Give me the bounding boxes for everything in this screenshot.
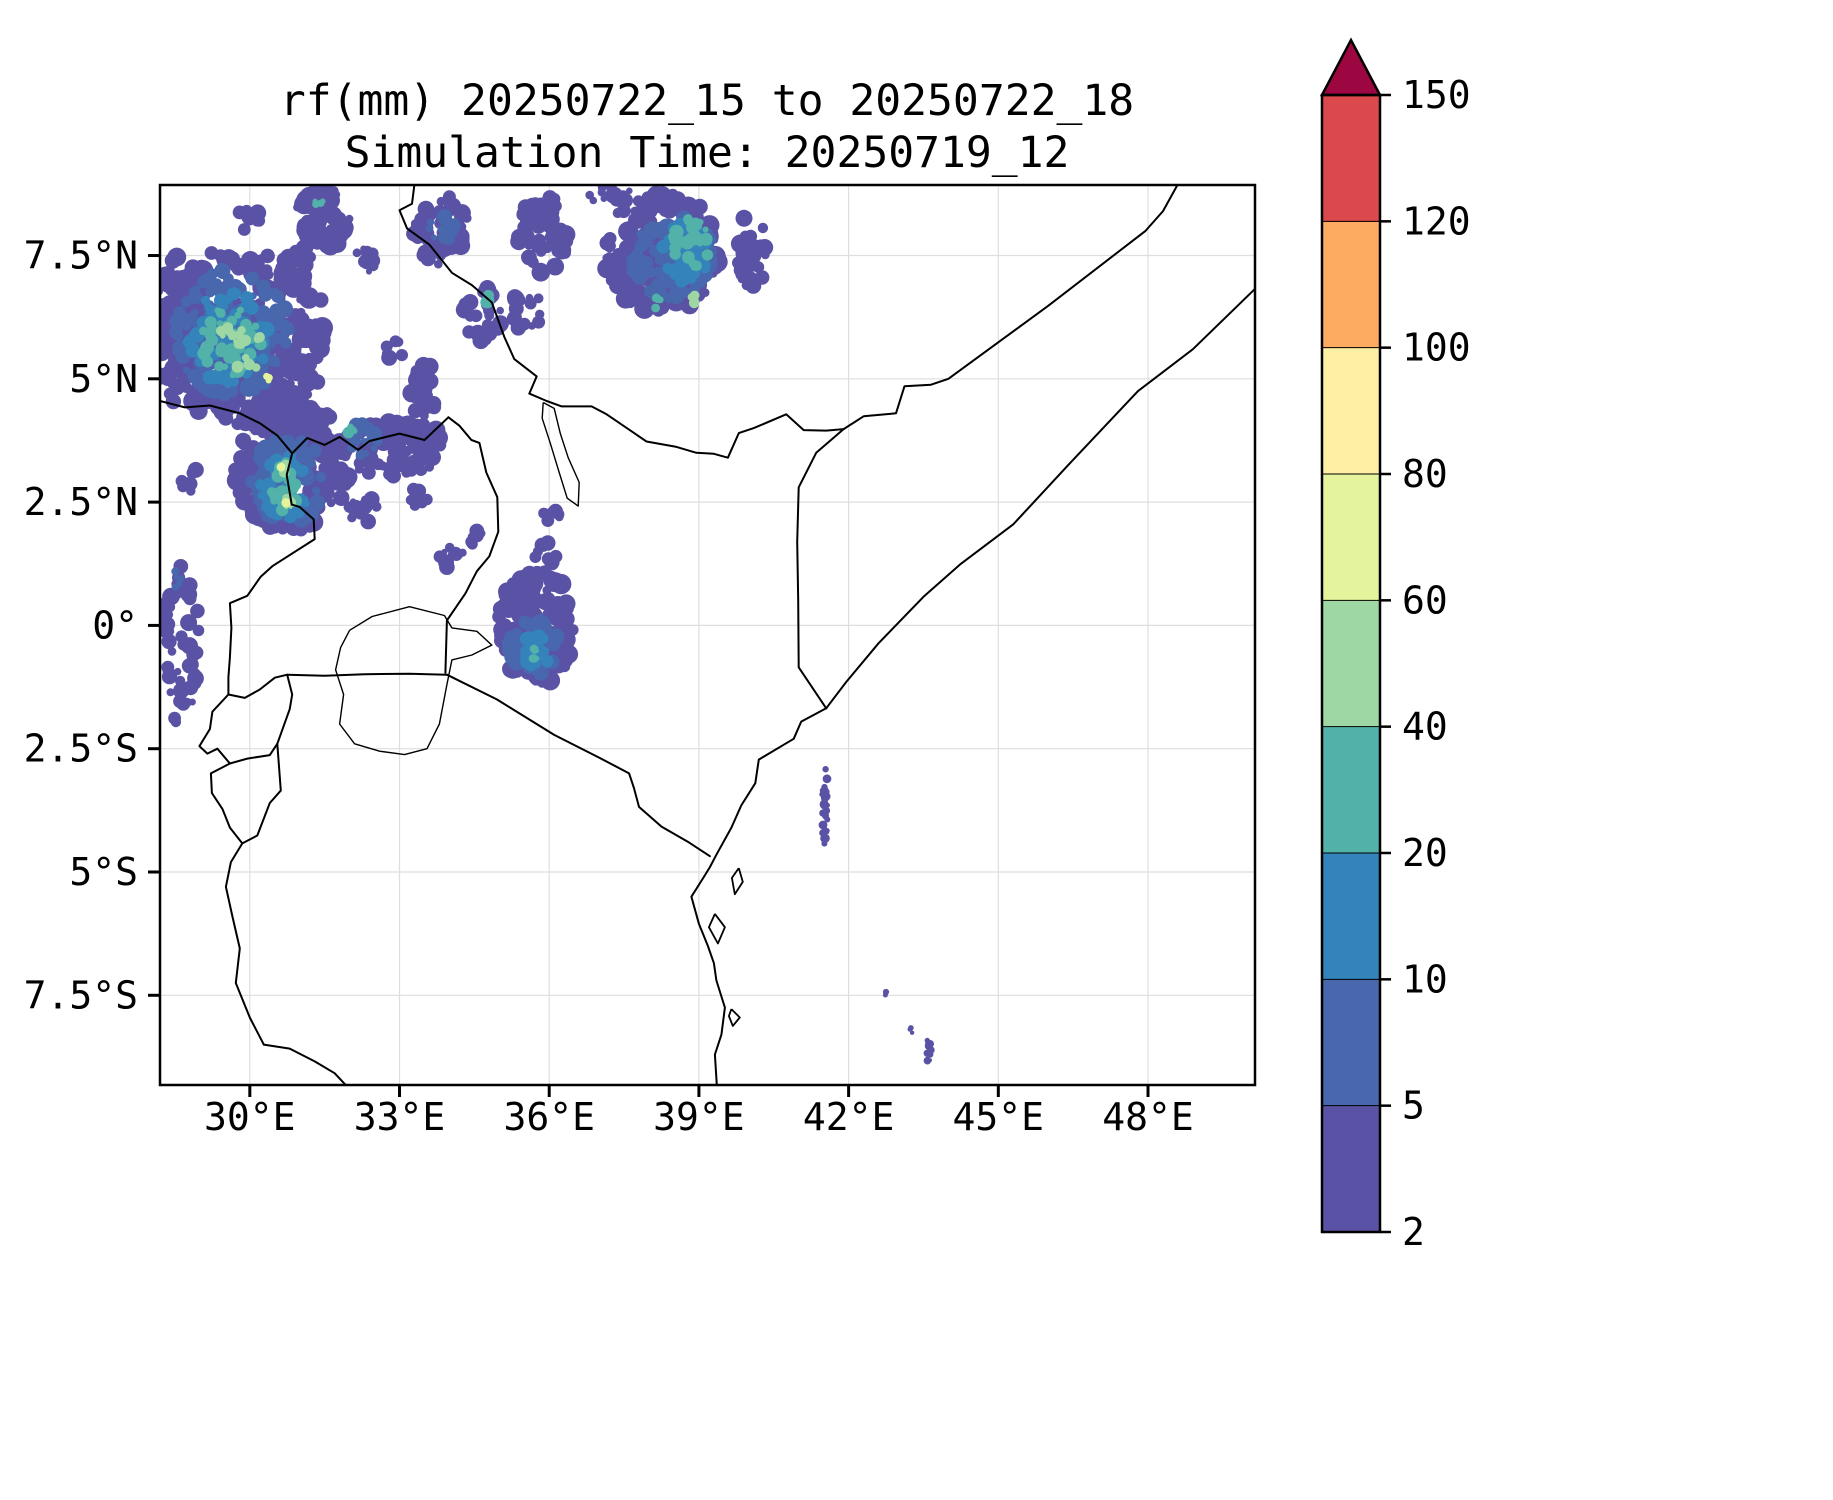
chart-title: rf(mm) 20250722_15 to 20250722_18 bbox=[280, 76, 1134, 126]
colorbar-tick-label: 5 bbox=[1402, 1084, 1425, 1128]
y-tick-label: 0° bbox=[92, 603, 138, 647]
y-tick-label: 7.5°N bbox=[24, 234, 138, 278]
colorbar-tick-label: 40 bbox=[1402, 705, 1448, 749]
y-tick-label: 7.5°S bbox=[24, 973, 138, 1017]
colorbar-segment bbox=[1322, 1105, 1380, 1233]
colorbar: 2 5 10 20 40 60 80 100 120 150 bbox=[1319, 37, 1471, 1254]
colorbar-segment bbox=[1322, 347, 1380, 475]
country-borders bbox=[160, 185, 1255, 1085]
colorbar-segment bbox=[1322, 726, 1380, 854]
y-axis: 7.5°N 5°N 2.5°N 0° 2.5°S 5°S 7.5°S bbox=[24, 234, 160, 1017]
colorbar-tick-label: 10 bbox=[1402, 957, 1448, 1001]
colorbar-tick-label: 2 bbox=[1402, 1210, 1425, 1254]
colorbar-tick-label: 20 bbox=[1402, 831, 1448, 875]
colorbar-extend-triangle bbox=[1319, 37, 1383, 97]
x-tick-label: 30°E bbox=[204, 1095, 296, 1139]
x-tick-label: 33°E bbox=[354, 1095, 446, 1139]
x-axis: 30°E 33°E 36°E 39°E 42°E 45°E 48°E bbox=[204, 1085, 1194, 1139]
colorbar-segment bbox=[1322, 95, 1380, 222]
colorbar-tick-label: 60 bbox=[1402, 578, 1448, 622]
y-tick-label: 2.5°N bbox=[24, 480, 138, 524]
colorbar-segment bbox=[1322, 853, 1380, 980]
colorbar-segment bbox=[1322, 600, 1380, 728]
colorbar-segment bbox=[1322, 979, 1380, 1107]
generated-chart-layers: 30°E 33°E 36°E 39°E 42°E 45°E 48°E 7.5°N 5°N 2.5°… bbox=[24, 37, 1471, 1254]
colorbar-tick-label: 120 bbox=[1402, 199, 1471, 243]
colorbar-segment bbox=[1322, 221, 1380, 349]
x-tick-label: 45°E bbox=[953, 1095, 1045, 1139]
y-tick-label: 2.5°S bbox=[24, 727, 138, 771]
colorbar-tick-label: 150 bbox=[1402, 73, 1471, 117]
x-tick-label: 48°E bbox=[1102, 1095, 1194, 1139]
colorbar-outline bbox=[1320, 93, 1382, 1234]
x-tick-label: 39°E bbox=[653, 1095, 745, 1139]
y-tick-label: 5°S bbox=[69, 850, 138, 894]
chart-subtitle: Simulation Time: 20250719_12 bbox=[345, 128, 1070, 178]
plot-frame bbox=[158, 183, 1257, 1087]
x-tick-label: 36°E bbox=[503, 1095, 595, 1139]
x-tick-label: 42°E bbox=[803, 1095, 895, 1139]
plot-background bbox=[160, 185, 1255, 1085]
colorbar-tick-label: 100 bbox=[1402, 326, 1471, 370]
colorbar-tick-label: 80 bbox=[1402, 452, 1448, 496]
colorbar-segment bbox=[1322, 474, 1380, 601]
y-tick-label: 5°N bbox=[69, 357, 138, 401]
